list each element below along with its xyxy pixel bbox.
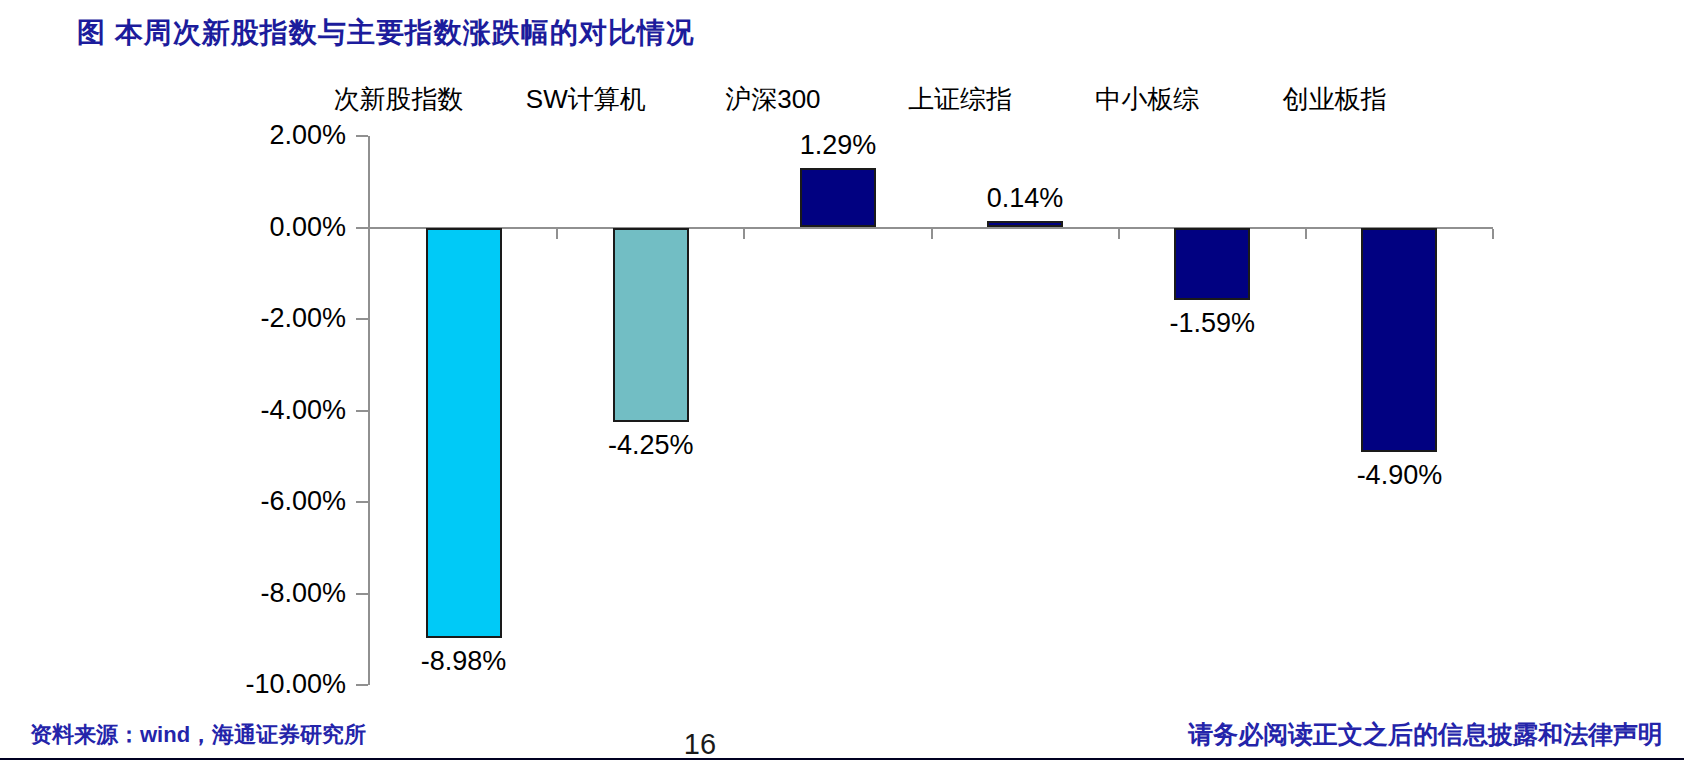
y-axis [368,136,370,685]
footer-source: 资料来源：wind，海通证券研究所 [30,720,366,750]
x-axis-tick [1305,229,1307,239]
y-axis-label: -6.00% [196,486,346,517]
y-axis-tick [356,410,368,412]
y-axis-label: 2.00% [196,120,346,151]
y-axis-label: 0.00% [196,212,346,243]
bar [1361,228,1437,452]
report-page: 图 本周次新股指数与主要指数涨跌幅的对比情况 2.00%0.00%-2.00%-… [0,0,1684,767]
page-number: 16 [640,728,760,761]
x-axis-tick [556,229,558,239]
y-axis-tick [356,593,368,595]
x-axis-tick [743,229,745,239]
bar [426,228,502,639]
bar-value-label: -1.59% [1122,308,1302,339]
y-axis-tick [356,501,368,503]
footer-divider [0,758,1684,760]
footer-disclaimer: 请务必阅读正文之后的信息披露和法律声明 [1188,718,1663,751]
bar [987,221,1063,227]
x-axis-tick [1492,229,1494,239]
x-axis-tick [931,229,933,239]
y-axis-tick [356,227,368,229]
bar-value-label: -8.98% [374,646,554,677]
y-axis-label: -10.00% [196,669,346,700]
category-label: 创业板指 [1214,82,1454,117]
bar-value-label: 1.29% [748,130,928,161]
bar [613,228,689,422]
y-axis-tick [356,318,368,320]
y-axis-label: -2.00% [196,303,346,334]
y-axis-tick [356,684,368,686]
y-axis-tick [356,135,368,137]
y-axis-label: -8.00% [196,578,346,609]
y-axis-label: -4.00% [196,395,346,426]
bar-value-label: 0.14% [935,183,1115,214]
bar [1174,228,1250,301]
bar [800,168,876,227]
x-axis-tick [1118,229,1120,239]
bar-chart: 2.00% 0.00% -2.00% -4.00% -6.00% -8.00% -10.00… [0,0,1684,767]
bar-value-label: -4.90% [1309,460,1489,491]
bar-value-label: -4.25% [561,430,741,461]
